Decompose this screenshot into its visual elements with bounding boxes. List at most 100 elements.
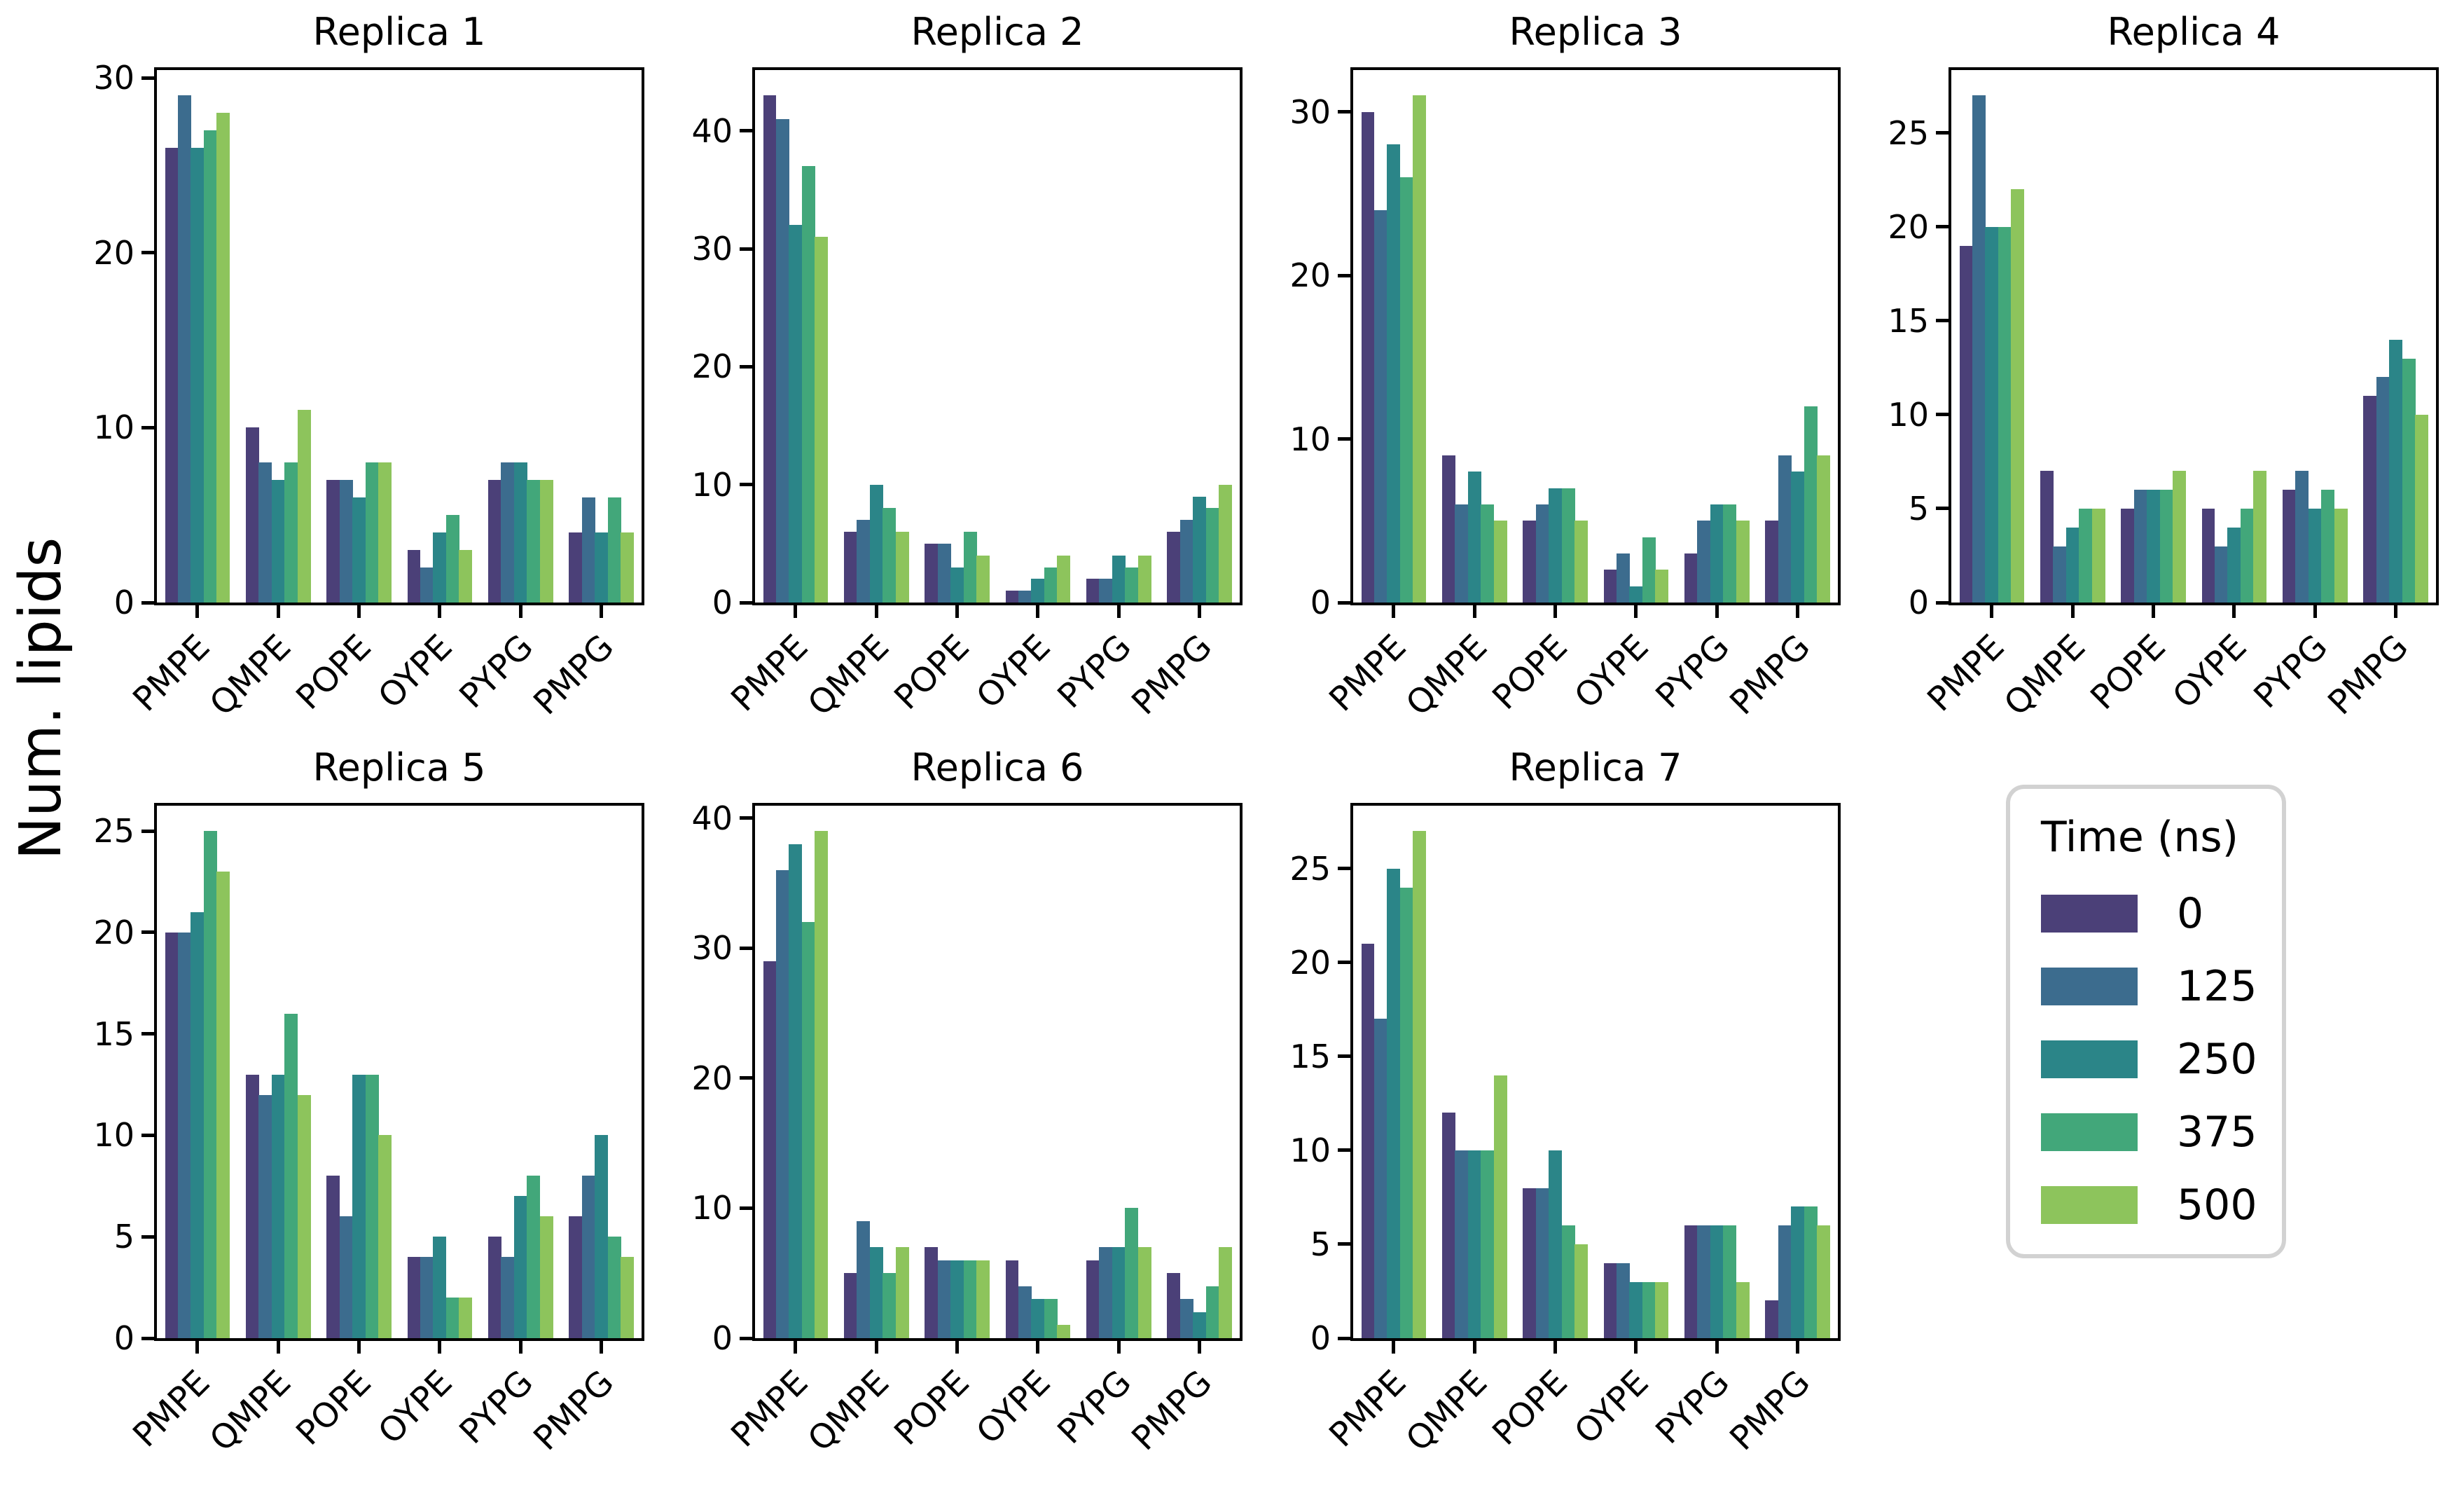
bar-PYPG-500ns <box>1736 521 1750 603</box>
bar-OYPE-125ns <box>420 1257 434 1338</box>
bar-OYPE-375ns <box>1642 537 1656 603</box>
y-tick-label: 0 <box>113 584 134 621</box>
x-tick-mark <box>518 1341 522 1354</box>
x-tick-mark <box>2232 605 2236 618</box>
bar-PYPG-250ns <box>1112 555 1126 603</box>
bar-PMPE-375ns <box>203 831 217 1338</box>
bar-PMPE-500ns <box>815 831 829 1338</box>
legend-entry-250ns: 250 <box>2041 1038 2257 1080</box>
bar-PMPG-375ns <box>607 1237 621 1338</box>
x-tick-mark <box>1116 1341 1121 1354</box>
bar-QMPE-500ns <box>1493 1075 1507 1338</box>
bar-PMPG-0ns <box>569 532 583 603</box>
bar-POPE-125ns <box>2133 490 2147 603</box>
bar-PYPG-125ns <box>2295 471 2309 603</box>
bar-OYPE-0ns <box>407 550 421 603</box>
x-category-label-PYPG: PYPG <box>451 1363 541 1452</box>
y-tick-label: 15 <box>1289 1037 1331 1075</box>
x-category-label-QMPE: QMPE <box>1398 627 1495 724</box>
x-category-label-POPE: POPE <box>887 627 978 717</box>
bar-QMPE-500ns <box>297 1094 311 1338</box>
bar-OYPE-0ns <box>407 1257 421 1338</box>
bar-PMPG-500ns <box>2415 414 2428 603</box>
y-axis-label: Num. lipids <box>8 537 75 860</box>
x-category-label-QMPE: QMPE <box>202 1363 298 1459</box>
bar-PMPE-375ns <box>801 166 815 603</box>
bar-POPE-250ns <box>950 1260 964 1338</box>
bar-PMPG-500ns <box>1817 455 1830 603</box>
x-tick-mark <box>1715 605 1719 618</box>
x-category-label-POPE: POPE <box>289 627 380 717</box>
bar-PMPG-125ns <box>1179 520 1193 603</box>
bar-POPE-125ns <box>1535 1188 1549 1338</box>
bar-PMPE-500ns <box>216 872 230 1338</box>
x-tick-mark <box>1990 605 1994 618</box>
x-tick-mark <box>518 605 522 618</box>
legend-color-swatch <box>2041 1040 2138 1078</box>
bar-PMPG-375ns <box>1205 508 1219 603</box>
y-tick-label: 10 <box>93 408 134 447</box>
bar-POPE-0ns <box>925 543 939 603</box>
bar-POPE-250ns <box>1549 488 1563 603</box>
x-tick-mark <box>438 1341 442 1354</box>
y-tick-label: 25 <box>93 812 134 851</box>
bar-PYPG-125ns <box>501 462 515 603</box>
x-category-label-POPE: POPE <box>1485 1363 1576 1453</box>
bar-POPE-500ns <box>378 1135 392 1338</box>
y-tick-mark <box>740 1336 752 1340</box>
bar-OYPE-0ns <box>1603 1263 1617 1338</box>
x-category-label-PMPG: PMPG <box>1722 1363 1818 1459</box>
bar-OYPE-125ns <box>1616 553 1630 603</box>
bar-PMPE-125ns <box>1373 209 1387 603</box>
x-tick-mark <box>599 605 603 618</box>
bar-POPE-500ns <box>976 1260 990 1338</box>
bar-PMPG-250ns <box>1193 496 1207 603</box>
bar-POPE-0ns <box>925 1247 939 1338</box>
bar-PYPG-500ns <box>539 1216 553 1338</box>
bar-PMPG-0ns <box>1167 1273 1181 1338</box>
bar-POPE-125ns <box>339 1216 353 1338</box>
bar-POPE-0ns <box>1523 1188 1537 1338</box>
bar-PYPG-125ns <box>1099 1247 1113 1338</box>
y-tick-mark <box>1936 600 1949 605</box>
y-tick-label: 20 <box>1289 943 1331 982</box>
bar-POPE-125ns <box>937 543 951 603</box>
legend: Time (ns) 0 125 250 375 500 <box>2006 785 2286 1258</box>
x-category-label-PYPG: PYPG <box>451 627 541 716</box>
y-tick-mark <box>1936 507 1949 511</box>
bar-QMPE-250ns <box>271 1074 285 1338</box>
y-tick-label: 10 <box>1289 1131 1331 1169</box>
y-tick-mark <box>1338 961 1350 965</box>
x-category-label-PMPG: PMPG <box>1123 1363 1220 1459</box>
subplot-replica-4: Replica 4 0 5 10 15 20 25 PMPE QMPE POPE OYPE PYPG P… <box>1866 0 2464 736</box>
bar-PMPE-375ns <box>801 922 815 1338</box>
y-tick-label: 0 <box>712 584 733 621</box>
x-category-label-PMPG: PMPG <box>1123 627 1220 723</box>
bar-POPE-375ns <box>365 462 379 603</box>
bar-OYPE-125ns <box>2214 546 2228 603</box>
x-tick-mark <box>1715 1341 1719 1354</box>
bar-QMPE-125ns <box>857 520 871 603</box>
y-tick-mark <box>1936 319 1949 323</box>
bar-OYPE-0ns <box>1005 1260 1019 1338</box>
bar-PYPG-375ns <box>1125 1208 1139 1338</box>
y-tick-mark <box>141 930 154 935</box>
bar-PYPG-0ns <box>487 1237 501 1338</box>
x-tick-mark <box>438 605 442 618</box>
y-tick-mark <box>1338 867 1350 871</box>
y-tick-mark <box>1338 437 1350 441</box>
bar-PMPG-250ns <box>1193 1312 1207 1338</box>
x-category-label-OYPE: OYPE <box>2165 627 2255 717</box>
legend-entry-label: 0 <box>2177 889 2204 938</box>
bar-PMPE-500ns <box>2011 189 2025 603</box>
bar-PMPE-125ns <box>775 118 789 603</box>
plot-area <box>1949 67 2439 605</box>
bar-PMPE-375ns <box>1998 226 2012 603</box>
bar-QMPE-500ns <box>1493 521 1507 603</box>
bar-PYPG-0ns <box>487 480 501 603</box>
bar-PMPE-125ns <box>775 869 789 1338</box>
bar-PMPE-375ns <box>1399 887 1413 1338</box>
x-category-label-QMPE: QMPE <box>1996 627 2093 724</box>
x-tick-mark <box>1553 1341 1557 1354</box>
